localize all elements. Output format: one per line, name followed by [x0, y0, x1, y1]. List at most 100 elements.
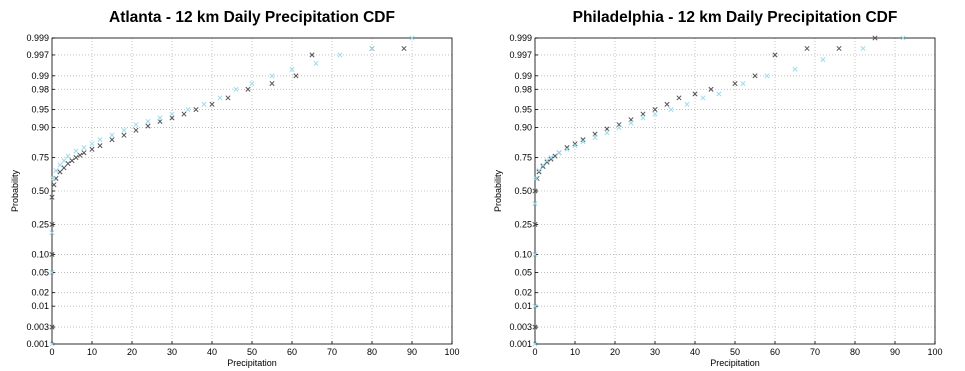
data-point: [692, 91, 698, 97]
data-point: [752, 73, 758, 79]
data-point: [544, 159, 550, 165]
series-0: [532, 35, 878, 330]
data-point: [564, 144, 570, 151]
y-tick-label: 0.95: [514, 105, 532, 115]
data-point: [580, 137, 586, 143]
data-point: [572, 143, 578, 149]
data-point: [668, 107, 674, 113]
y-tick-label: 0.01: [514, 301, 532, 311]
data-point: [181, 111, 187, 117]
chart-panel-philadelphia: Philadelphia - 12 km Daily Precipitation…: [483, 0, 965, 371]
cdf-chart-philadelphia: Philadelphia - 12 km Daily Precipitation…: [493, 9, 943, 368]
x-tick-label: 90: [407, 347, 417, 357]
data-point: [49, 221, 55, 227]
data-point: [145, 118, 151, 124]
y-tick-label: 0.05: [31, 267, 49, 277]
x-tick-label: 30: [167, 347, 177, 357]
data-point: [534, 175, 540, 182]
y-axis-label: Probability: [10, 169, 20, 212]
data-point: [233, 86, 239, 92]
y-tick-label: 0.05: [514, 267, 532, 277]
data-point: [185, 107, 191, 113]
data-point: [700, 95, 706, 101]
y-tick-label: 0.999: [26, 33, 49, 43]
x-tick-label: 20: [127, 347, 137, 357]
data-point: [532, 324, 538, 330]
data-point: [225, 95, 231, 101]
x-tick-label: 10: [570, 347, 580, 357]
data-point: [540, 162, 546, 168]
data-point: [616, 124, 622, 131]
data-point: [73, 148, 79, 154]
data-point: [409, 35, 415, 41]
data-point: [900, 35, 906, 41]
data-point: [313, 60, 319, 67]
data-point: [548, 156, 554, 162]
data-point: [61, 158, 67, 164]
data-point: [269, 81, 275, 87]
data-point: [740, 81, 746, 87]
data-point: [89, 146, 95, 152]
data-point: [860, 45, 866, 52]
data-point: [820, 57, 826, 63]
x-tick-label: 70: [327, 347, 337, 357]
cdf-chart-atlanta: Atlanta - 12 km Daily Precipitation CDF 0…: [10, 9, 460, 368]
data-point: [532, 188, 538, 194]
data-point: [604, 126, 610, 132]
data-point: [872, 35, 878, 41]
x-tick-label: 70: [810, 347, 820, 357]
chart-title: Philadelphia - 12 km Daily Precipitation…: [573, 9, 898, 26]
data-point: [640, 111, 646, 117]
data-point: [49, 341, 55, 347]
x-tick-label: 80: [367, 347, 377, 357]
data-point: [772, 52, 778, 58]
data-point: [556, 150, 562, 156]
data-point: [81, 144, 87, 151]
data-point: [792, 66, 798, 72]
x-tick-label: 40: [207, 347, 217, 357]
x-tick-label: 50: [730, 347, 740, 357]
y-tick-label: 0.997: [26, 50, 49, 60]
x-tick-label: 80: [850, 347, 860, 357]
data-point: [133, 122, 139, 128]
data-point: [57, 162, 63, 168]
data-point: [293, 73, 299, 79]
y-tick-label: 0.25: [31, 219, 49, 229]
chart-panel-atlanta: Atlanta - 12 km Daily Precipitation CDF 0…: [0, 0, 482, 371]
data-point: [53, 168, 59, 174]
data-point: [532, 200, 538, 207]
y-tick-label: 0.10: [514, 249, 532, 259]
y-tick-label: 0.02: [31, 288, 49, 298]
y-tick-label: 0.90: [31, 123, 49, 133]
data-point: [109, 132, 115, 138]
data-point: [532, 303, 538, 309]
x-tick-label: 50: [247, 347, 257, 357]
series-1: [532, 35, 906, 347]
data-point: [401, 45, 407, 52]
data-point: [73, 155, 79, 161]
series-0: [49, 45, 407, 330]
data-point: [536, 169, 542, 175]
data-point: [536, 168, 542, 174]
y-tick-label: 0.75: [514, 153, 532, 163]
x-tick-label: 30: [650, 347, 660, 357]
data-point: [193, 107, 199, 113]
data-point: [592, 134, 598, 141]
data-point: [77, 152, 83, 158]
data-point: [97, 137, 103, 143]
y-tick-label: 0.50: [31, 186, 49, 196]
data-point: [145, 123, 151, 129]
y-tick-label: 0.997: [509, 50, 532, 60]
y-tick-label: 0.98: [31, 84, 49, 94]
series-1: [49, 35, 415, 347]
data-point: [532, 221, 538, 227]
data-point: [533, 175, 539, 182]
x-axis-label: Precipitation: [710, 358, 760, 368]
y-tick-label: 0.001: [26, 339, 49, 349]
data-point: [628, 120, 634, 126]
data-point: [544, 158, 550, 164]
y-tick-label: 0.003: [26, 322, 49, 332]
data-point: [49, 194, 55, 200]
data-point: [604, 130, 610, 136]
data-point: [580, 139, 586, 145]
